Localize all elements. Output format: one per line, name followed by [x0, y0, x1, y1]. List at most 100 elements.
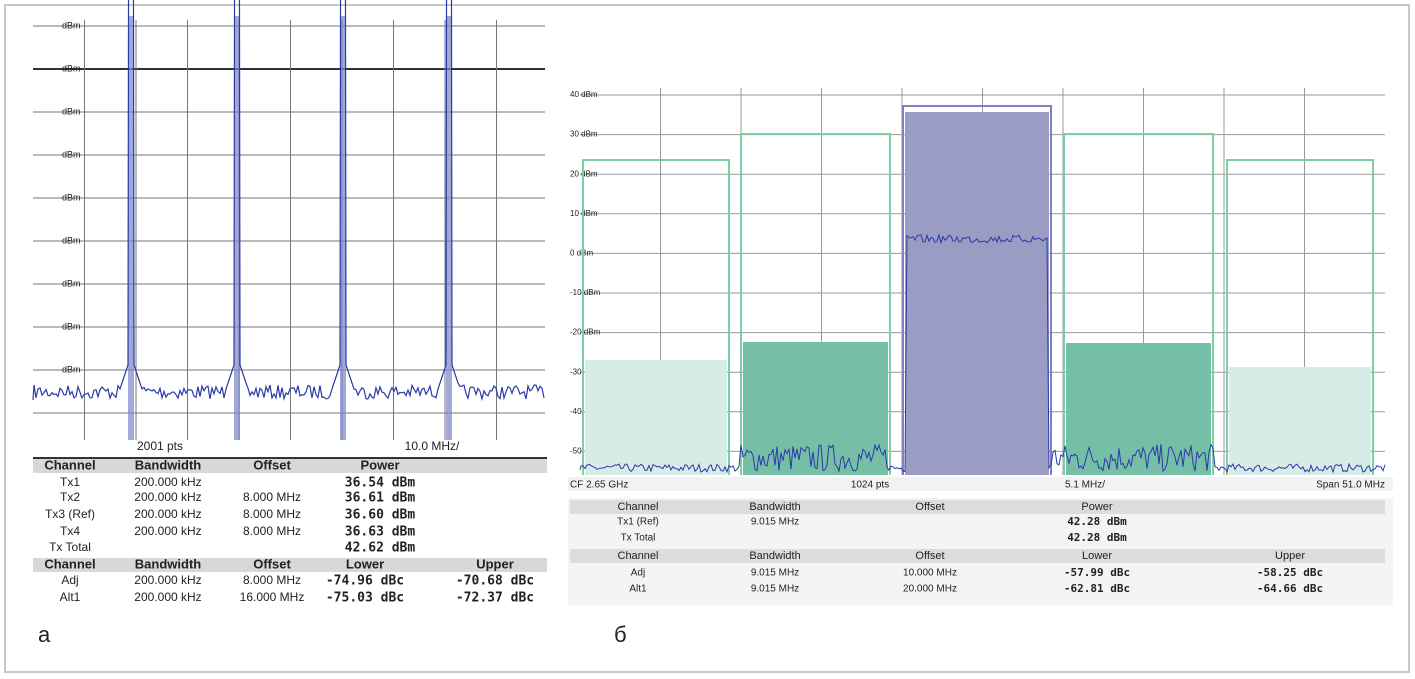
table-cell: 42.62 dBm — [345, 541, 416, 556]
channel-band — [234, 16, 240, 440]
y-label: -20 dBm — [570, 328, 601, 337]
table-cell: -62.81 dBc — [1064, 582, 1130, 595]
table-cell: Adj — [61, 573, 78, 587]
channel-limit — [1226, 159, 1374, 475]
footer-text: 2001 pts — [137, 439, 183, 453]
table-cell: -70.68 dBc — [456, 574, 534, 589]
table-header-text: Upper — [1275, 550, 1305, 562]
table-cell: 36.63 dBm — [345, 525, 416, 540]
table-cell: 36.61 dBm — [345, 491, 416, 506]
table-cell: 8.000 MHz — [243, 524, 301, 538]
channel-band — [905, 112, 1049, 475]
table-cell: Tx3 (Ref) — [45, 507, 95, 521]
table-cell: -72.37 dBc — [456, 591, 534, 606]
footer-text: 1024 pts — [851, 480, 889, 491]
table-cell: 9.015 MHz — [751, 517, 799, 528]
channel-band — [1229, 367, 1371, 475]
table-header-text: Offset — [253, 457, 291, 472]
y-label: -50 — [570, 447, 582, 456]
table-cell: 200.000 kHz — [134, 524, 201, 538]
table-header-text: Offset — [915, 550, 944, 562]
y-label: dBm — [62, 321, 81, 331]
table-header — [33, 558, 547, 572]
trace — [579, 233, 1386, 474]
y-label: dBm — [62, 149, 81, 159]
table-cell: Tx2 — [60, 490, 80, 504]
table-cell: -75.03 dBc — [326, 591, 404, 606]
y-label: dBm — [62, 63, 81, 73]
channel-band — [446, 16, 452, 440]
table-header-text: Power — [1081, 501, 1113, 513]
table-cell: 8.000 MHz — [243, 490, 301, 504]
channel-limit — [902, 105, 1052, 475]
y-label: 40 dBm — [570, 90, 598, 99]
channel-limit — [1063, 133, 1214, 475]
table-header-text: Bandwidth — [749, 550, 800, 562]
table-header-text: Channel — [44, 457, 95, 472]
channel-band — [340, 16, 346, 440]
channel-limit — [582, 159, 730, 475]
panel-a: dBm dBm dBm dBm dBm dBm dBm dBm dBm 2001 pts 10.0 … — [32, 0, 547, 606]
table-cell: -57.99 dBc — [1064, 566, 1130, 579]
table-cell: 200.000 kHz — [134, 573, 201, 587]
table-cell: 200.000 kHz — [134, 590, 201, 604]
channel-band — [743, 342, 888, 475]
table-cell: Adj — [631, 568, 645, 579]
y-label: dBm — [62, 278, 81, 288]
table-cell: Tx Total — [621, 533, 656, 544]
table-cell: 10.000 MHz — [903, 568, 957, 579]
y-label: dBm — [62, 364, 81, 374]
table-header — [570, 500, 1385, 514]
table-cell: 200.000 kHz — [134, 490, 201, 504]
table-cell: -58.25 dBc — [1257, 566, 1323, 579]
table-header-text: Upper — [476, 556, 514, 571]
table-header-text: Lower — [1082, 550, 1112, 562]
trace — [32, 0, 545, 402]
table-cell: 8.000 MHz — [243, 573, 301, 587]
footer-text: 10.0 MHz/ — [405, 439, 460, 453]
footer-text: 5.1 MHz/ — [1065, 480, 1105, 491]
table-header — [570, 549, 1385, 563]
table-cell: 20.000 MHz — [903, 584, 957, 595]
table-header-text: Lower — [346, 556, 384, 571]
table-cell: Tx Total — [49, 540, 91, 554]
table-cell: 42.28 dBm — [1067, 531, 1127, 544]
table-cell: 200.000 kHz — [134, 475, 201, 489]
table-cell: 200.000 kHz — [134, 507, 201, 521]
y-label: dBm — [62, 235, 81, 245]
table-header-text: Bandwidth — [749, 501, 800, 513]
channel-band — [128, 16, 134, 440]
table-cell: 16.000 MHz — [240, 590, 305, 604]
table-header-text: Bandwidth — [135, 457, 201, 472]
y-label: -30 — [570, 367, 582, 376]
table-cell: 42.28 dBm — [1067, 515, 1127, 528]
table-header-text: Channel — [618, 501, 659, 513]
channel-band — [585, 360, 727, 475]
table-cell: Tx1 (Ref) — [617, 517, 659, 528]
table-header-text: Offset — [253, 556, 291, 571]
table-cell: -64.66 dBc — [1257, 582, 1323, 595]
table-cell: Alt1 — [629, 584, 647, 595]
table-cell: 36.54 dBm — [345, 476, 416, 491]
table-header-text: Power — [360, 457, 399, 472]
table-cell: Alt1 — [60, 590, 81, 604]
y-label: dBm — [62, 192, 81, 202]
table-header-text: Channel — [44, 556, 95, 571]
table-header-text: Channel — [618, 550, 659, 562]
y-label: -40 — [570, 407, 582, 416]
table-cell: -74.96 dBc — [326, 574, 404, 589]
footer-text: CF 2.65 GHz — [570, 480, 628, 491]
panel-label: б — [614, 622, 627, 647]
footer-bg — [33, 440, 547, 456]
table-cell: 8.000 MHz — [243, 507, 301, 521]
channel-limit — [740, 133, 891, 475]
table-header — [33, 459, 547, 473]
y-label: dBm — [62, 20, 81, 30]
y-label: dBm — [62, 106, 81, 116]
y-label: 30 dBm — [570, 130, 598, 139]
table-cell: 9.015 MHz — [751, 568, 799, 579]
panel-label: а — [38, 622, 51, 647]
table-cell: Tx4 — [60, 524, 80, 538]
